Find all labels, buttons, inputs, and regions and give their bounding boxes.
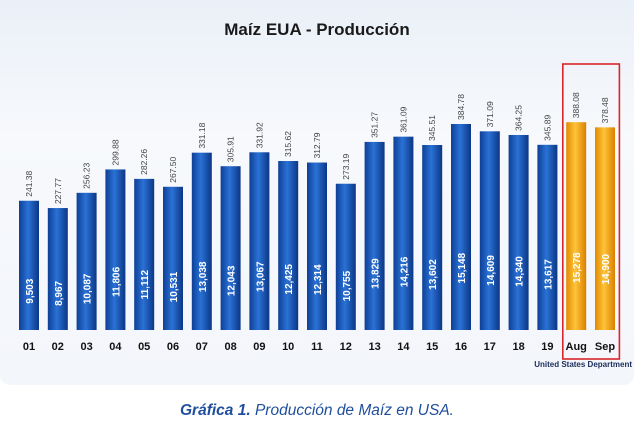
caption-prefix: Gráfica 1.	[180, 402, 251, 419]
bar-top-label: 299.88	[110, 139, 120, 165]
bar-top-label: 384.78	[456, 94, 466, 120]
bar-top-label: 361.09	[398, 106, 408, 132]
bar-top-label: 388.08	[571, 92, 581, 118]
bar-value-label: 14,216	[399, 256, 410, 287]
bar	[191, 152, 212, 330]
bar-top-label: 256.23	[82, 163, 92, 189]
bar-top-label: 351.27	[370, 112, 380, 138]
bar-top-label: 371.09	[485, 101, 495, 127]
chart-frame: 9,503 241.38 01 8,967 227.77 02 10,087 256.23 03…	[0, 0, 634, 385]
bar-value-label: 13,067	[255, 261, 266, 292]
bar	[105, 169, 126, 330]
bar-value-label: 14,900	[601, 253, 612, 284]
x-tick-label: 18	[512, 341, 524, 353]
bar	[451, 123, 471, 330]
x-tick-label: 19	[541, 341, 553, 353]
x-tick-label: 03	[80, 341, 92, 353]
bar-value-label: 10,755	[342, 270, 353, 301]
bar	[76, 192, 97, 330]
bar-value-label: 8,967	[54, 280, 65, 305]
bar-top-label: 267.50	[168, 157, 178, 183]
x-tick-label: 01	[23, 341, 35, 353]
bar-top-label: 378.48	[600, 97, 610, 123]
bar-value-label: 10,531	[169, 271, 180, 302]
bar-chart: 9,503 241.38 01 8,967 227.77 02 10,087 256.23 03…	[19, 63, 621, 360]
bar	[422, 145, 443, 330]
source-note: United States Department	[534, 360, 632, 369]
x-tick-label: 16	[455, 341, 467, 353]
caption-text: Producción de Maíz en USA.	[250, 402, 454, 419]
x-tick-label: 11	[311, 341, 323, 353]
bar-value-label: 13,829	[371, 258, 382, 289]
highlight-box	[561, 63, 621, 360]
bar	[220, 166, 241, 330]
x-tick-label: 10	[282, 341, 294, 353]
bar-top-label: 312.79	[312, 132, 322, 158]
bar-top-label: 331.18	[197, 122, 207, 148]
x-tick-label: 13	[368, 341, 380, 353]
bar-value-label: 15,278	[572, 252, 583, 283]
bar	[307, 162, 327, 330]
x-tick-label: 05	[138, 341, 150, 353]
bar	[163, 186, 183, 330]
bar-value-label: 10,087	[83, 273, 94, 304]
highlight-bar	[566, 122, 587, 330]
bar-value-label: 13,617	[543, 259, 554, 290]
x-tick-label: 15	[426, 341, 438, 353]
bar-value-label: 13,038	[198, 261, 209, 292]
x-tick-label: 06	[167, 341, 179, 353]
bar-top-label: 364.25	[514, 105, 524, 131]
chart-title: Maíz EUA - Producción	[224, 20, 410, 39]
bar-top-label: 331.92	[254, 122, 264, 148]
bar-value-label: 11,806	[111, 266, 122, 296]
x-tick-label: Aug	[566, 341, 587, 353]
bar-value-label: 15,148	[457, 252, 468, 283]
x-tick-label: 12	[340, 341, 352, 353]
bar-top-label: 282.26	[139, 149, 149, 175]
bar	[335, 183, 356, 330]
bar-top-label: 305.91	[226, 136, 236, 162]
bar	[364, 141, 385, 330]
bar-value-label: 14,340	[515, 256, 526, 287]
bar-top-label: 241.38	[24, 170, 34, 196]
bar-top-label: 227.77	[53, 178, 63, 204]
bar	[508, 134, 529, 330]
x-tick-label: 17	[484, 341, 496, 353]
bar-value-label: 12,425	[284, 264, 295, 295]
bar-value-label: 9,503	[25, 278, 36, 303]
bar	[537, 144, 558, 330]
bar	[278, 161, 299, 330]
bar-value-label: 12,043	[227, 265, 238, 296]
bar	[479, 131, 500, 330]
bar	[19, 200, 39, 330]
x-tick-label: Sep	[595, 341, 615, 353]
bar-value-label: 12,314	[313, 264, 324, 295]
bar-value-label: 13,602	[428, 259, 439, 290]
x-tick-label: 09	[253, 341, 265, 353]
bar	[134, 178, 155, 330]
bar-top-label: 345.89	[542, 115, 552, 141]
bar	[47, 208, 68, 330]
x-tick-label: 14	[397, 341, 410, 353]
bar	[249, 152, 270, 330]
bar-value-label: 11,112	[140, 269, 151, 299]
x-tick-label: 08	[224, 341, 236, 353]
bar	[393, 136, 414, 330]
bar-top-label: 345.51	[427, 115, 437, 141]
figure-caption: Gráfica 1. Producción de Maíz en USA.	[0, 402, 634, 420]
x-tick-label: 07	[196, 341, 208, 353]
bar-top-label: 315.62	[283, 131, 293, 157]
bar-top-label: 273.19	[341, 153, 351, 179]
highlight-bar	[595, 127, 615, 330]
x-tick-label: 02	[52, 341, 64, 353]
x-tick-label: 04	[109, 341, 122, 353]
bar-value-label: 14,609	[486, 255, 497, 286]
